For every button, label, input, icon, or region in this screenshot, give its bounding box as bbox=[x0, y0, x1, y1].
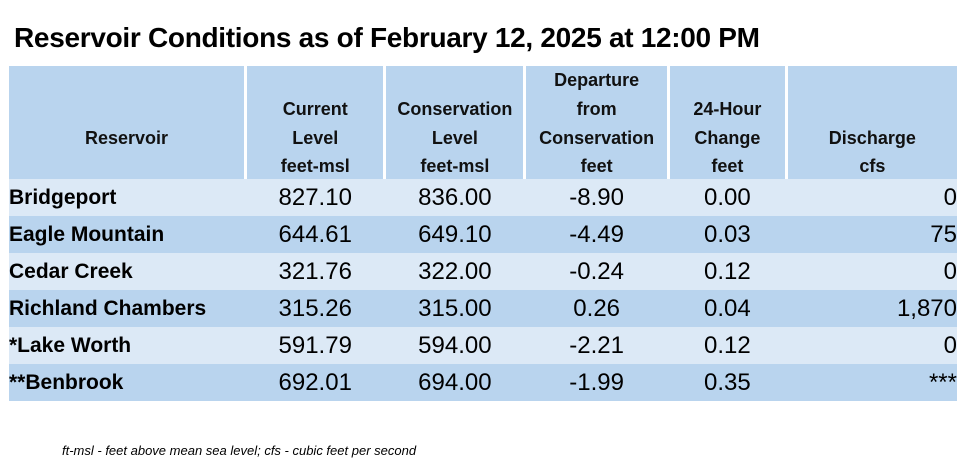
unit-change: feet bbox=[667, 153, 787, 179]
reservoir-name: Cedar Creek bbox=[9, 253, 246, 290]
conservation-level: 836.00 bbox=[384, 179, 525, 216]
header-conservation-line2: Level bbox=[431, 128, 478, 148]
discharge-value: 0 bbox=[786, 327, 957, 364]
unit-conservation: feet-msl bbox=[383, 153, 525, 179]
change-value: 0.04 bbox=[668, 290, 787, 327]
header-departure-line3: Conservation bbox=[539, 128, 655, 148]
table-row: **Benbrook 692.01 694.00 -1.99 0.35 *** bbox=[9, 364, 957, 401]
unit-current: feet-msl bbox=[243, 153, 385, 179]
discharge-value: 1,870 bbox=[786, 290, 957, 327]
conservation-level: 322.00 bbox=[384, 253, 525, 290]
reservoir-name: *Lake Worth bbox=[9, 327, 246, 364]
unit-reservoir-blank bbox=[9, 153, 246, 179]
table-body: Bridgeport 827.10 836.00 -8.90 0.00 0 Ea… bbox=[9, 179, 957, 401]
header-discharge: Discharge bbox=[784, 66, 957, 153]
current-level: 321.76 bbox=[245, 253, 385, 290]
departure-value: -4.49 bbox=[524, 216, 669, 253]
reservoir-name: Eagle Mountain bbox=[9, 216, 246, 253]
discharge-value: 0 bbox=[786, 179, 957, 216]
current-level: 591.79 bbox=[245, 327, 385, 364]
change-value: 0.03 bbox=[668, 216, 787, 253]
header-current-line2: Level bbox=[292, 128, 339, 148]
reservoir-table: Reservoir Current Level Conservation Lev… bbox=[9, 66, 957, 401]
departure-value: 0.26 bbox=[524, 290, 669, 327]
reservoir-name: Richland Chambers bbox=[9, 290, 246, 327]
departure-value: -8.90 bbox=[524, 179, 669, 216]
header-change-line2: Change bbox=[694, 128, 761, 148]
departure-value: -2.21 bbox=[524, 327, 669, 364]
departure-value: -1.99 bbox=[524, 364, 669, 401]
current-level: 644.61 bbox=[245, 216, 385, 253]
header-conservation-level: Conservation Level bbox=[383, 66, 525, 153]
change-value: 0.12 bbox=[668, 327, 787, 364]
header-departure-line2: from bbox=[576, 99, 617, 119]
header-departure: Departure from Conservation bbox=[523, 66, 669, 153]
discharge-value: *** bbox=[786, 364, 957, 401]
header-change-line1: 24-Hour bbox=[693, 99, 762, 119]
unit-departure: feet bbox=[523, 153, 669, 179]
table-row: Eagle Mountain 644.61 649.10 -4.49 0.03 … bbox=[9, 216, 957, 253]
header-reservoir: Reservoir bbox=[9, 66, 246, 153]
header-discharge-label: Discharge bbox=[828, 128, 916, 148]
header-current-line1: Current bbox=[282, 99, 348, 119]
header-row: Reservoir Current Level Conservation Lev… bbox=[9, 66, 957, 153]
reservoir-name: **Benbrook bbox=[9, 364, 246, 401]
header-departure-line1: Departure bbox=[554, 70, 640, 90]
header-current-level: Current Level bbox=[243, 66, 385, 153]
units-row: feet-msl feet-msl feet feet cfs bbox=[9, 153, 957, 179]
change-value: 0.12 bbox=[668, 253, 787, 290]
conservation-level: 694.00 bbox=[384, 364, 525, 401]
conservation-level: 594.00 bbox=[384, 327, 525, 364]
current-level: 315.26 bbox=[245, 290, 385, 327]
conservation-level: 315.00 bbox=[384, 290, 525, 327]
header-conservation-line1: Conservation bbox=[397, 99, 513, 119]
footnote: ft-msl - feet above mean sea level; cfs … bbox=[62, 443, 417, 458]
current-level: 692.01 bbox=[245, 364, 385, 401]
table-row: Cedar Creek 321.76 322.00 -0.24 0.12 0 bbox=[9, 253, 957, 290]
discharge-value: 75 bbox=[786, 216, 957, 253]
conservation-level: 649.10 bbox=[384, 216, 525, 253]
page-title: Reservoir Conditions as of February 12, … bbox=[14, 22, 760, 53]
departure-value: -0.24 bbox=[524, 253, 669, 290]
change-value: 0.35 bbox=[668, 364, 787, 401]
table-row: Richland Chambers 315.26 315.00 0.26 0.0… bbox=[9, 290, 957, 327]
table-header: Reservoir Current Level Conservation Lev… bbox=[9, 66, 957, 179]
unit-discharge: cfs bbox=[784, 153, 957, 179]
header-24hour-change: 24-Hour Change bbox=[667, 66, 787, 153]
reservoir-name: Bridgeport bbox=[9, 179, 246, 216]
discharge-value: 0 bbox=[786, 253, 957, 290]
table-row: *Lake Worth 591.79 594.00 -2.21 0.12 0 bbox=[9, 327, 957, 364]
table-row: Bridgeport 827.10 836.00 -8.90 0.00 0 bbox=[9, 179, 957, 216]
current-level: 827.10 bbox=[245, 179, 385, 216]
change-value: 0.00 bbox=[668, 179, 787, 216]
header-reservoir-label: Reservoir bbox=[84, 128, 169, 148]
